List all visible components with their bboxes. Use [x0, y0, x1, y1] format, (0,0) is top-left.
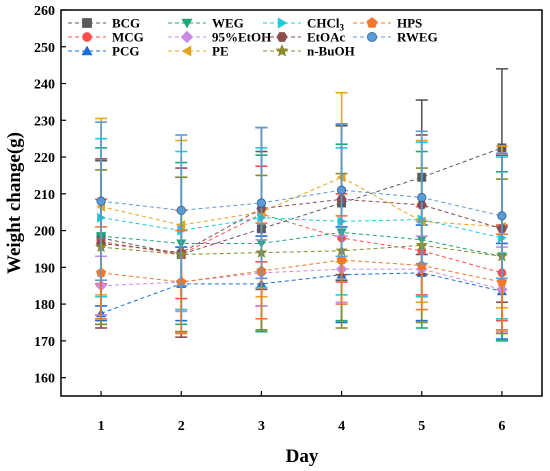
legend-item-weg: WEG	[168, 16, 244, 31]
legend-item-etoac: EtOAc	[263, 30, 346, 45]
plot-frame	[60, 9, 543, 397]
y-tick-label: 190	[34, 261, 55, 276]
legend-item-pe: PE	[168, 44, 229, 59]
legend-marker	[276, 32, 288, 42]
legend-label: RWEG	[397, 30, 438, 45]
data-point	[176, 205, 186, 215]
legend-marker	[180, 30, 194, 44]
legend-marker	[82, 18, 92, 28]
data-point	[496, 276, 508, 287]
legend-marker	[81, 45, 93, 56]
x-axis-title: Day	[286, 446, 319, 467]
legend-marker	[181, 45, 192, 57]
y-tick-label: 230	[34, 114, 55, 129]
series-line	[101, 189, 503, 217]
y-tick-label: 220	[34, 151, 55, 166]
data-point	[256, 198, 267, 208]
legend-item-hps: HPS	[353, 16, 422, 31]
legend-marker	[366, 17, 378, 28]
x-tick-label: 6	[498, 419, 505, 434]
y-tick-label: 240	[34, 78, 55, 93]
legend-label: CHCl3	[307, 16, 345, 33]
y-tick-label: 200	[34, 225, 55, 240]
legend-label: WEG	[212, 16, 244, 31]
axis-layer: 160 170 180 190 200 210 220 230 240 250 260 1 2 3 4 5 6	[34, 4, 505, 434]
series-line	[100, 272, 503, 314]
legend-item-mcg: MCG	[68, 30, 144, 45]
plot-layer	[94, 68, 509, 342]
legend-item-pcg: PCG	[68, 44, 139, 59]
series-line	[101, 213, 503, 274]
series-line	[101, 268, 503, 290]
legend-item-bcg: BCG	[68, 16, 140, 31]
legend-item-rweg: RWEG	[353, 30, 438, 45]
y-tick-label: 210	[34, 188, 55, 203]
legend-item-95-etoh: 95%EtOH	[168, 30, 271, 45]
series-line	[101, 259, 503, 283]
data-point	[336, 254, 347, 265]
x-tick-label: 5	[418, 419, 425, 434]
legend-label: EtOAc	[307, 30, 346, 45]
legend-label: PE	[212, 44, 229, 59]
data-point	[336, 185, 347, 195]
legend-marker	[181, 18, 193, 29]
y-tick-label: 260	[34, 4, 55, 19]
y-tick-label: 170	[34, 335, 55, 350]
x-tick-label: 3	[258, 419, 265, 434]
legend-item-chcl3: CHCl3	[263, 16, 345, 33]
y-tick-label: 250	[34, 41, 55, 56]
data-point	[497, 211, 507, 221]
x-tick-label: 2	[178, 419, 185, 434]
x-tick-label: 4	[338, 419, 345, 434]
y-axis-title: Weight change(g)	[4, 132, 25, 274]
legend-marker	[277, 17, 288, 29]
legend-marker	[275, 43, 289, 57]
y-tick-label: 160	[34, 372, 55, 387]
legend-label: 95%EtOH	[212, 30, 271, 45]
legend-marker	[82, 32, 92, 42]
legend-label: BCG	[112, 16, 140, 31]
y-tick-label: 180	[34, 298, 55, 313]
x-tick-label: 1	[98, 419, 105, 434]
legend-item-n-buoh: n-BuOH	[263, 44, 355, 59]
data-point	[417, 192, 427, 203]
series-line	[101, 198, 503, 254]
legend-label: MCG	[112, 30, 144, 45]
legend-label: n-BuOH	[307, 44, 355, 59]
legend-label: HPS	[397, 16, 422, 31]
series-line	[101, 217, 503, 239]
legend-label: PCG	[112, 44, 139, 59]
data-point	[96, 196, 106, 206]
series-rweg	[95, 121, 508, 287]
legend-marker	[366, 32, 377, 43]
